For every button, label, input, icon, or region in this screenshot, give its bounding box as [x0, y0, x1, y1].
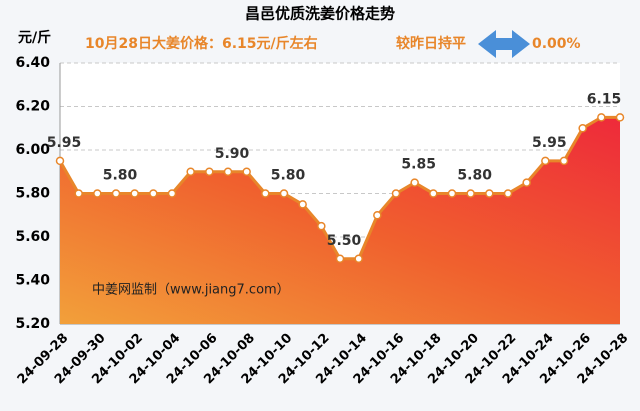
point	[242, 167, 251, 176]
point	[391, 189, 401, 198]
value-label: 5.80	[103, 168, 138, 184]
double-arrow	[478, 30, 530, 58]
point	[410, 178, 419, 187]
point	[559, 156, 569, 166]
point	[615, 113, 625, 122]
value-label: 5.80	[457, 168, 492, 184]
point	[167, 189, 177, 198]
y-tick-label: 6.00	[15, 142, 50, 158]
value-label: 5.50	[327, 233, 362, 249]
point	[186, 167, 195, 176]
point	[317, 221, 326, 231]
value-label: 6.15	[587, 91, 622, 107]
y-tick-label: 6.20	[15, 99, 50, 115]
point	[93, 189, 102, 198]
point	[261, 189, 270, 198]
point	[205, 167, 214, 176]
area	[60, 117, 620, 324]
value-label: 5.95	[532, 135, 567, 151]
value-label: 5.80	[271, 168, 306, 184]
value-label: 5.90	[215, 146, 250, 162]
point	[130, 189, 139, 198]
point	[522, 178, 531, 187]
point	[447, 189, 457, 198]
y-tick-label: 5.80	[15, 186, 50, 202]
point	[541, 156, 550, 166]
y-tick-label: 6.40	[15, 55, 50, 71]
point	[279, 189, 289, 198]
point	[485, 189, 494, 198]
point	[74, 189, 83, 198]
point	[503, 189, 513, 198]
point	[578, 124, 587, 133]
point	[373, 211, 382, 220]
y-tick-label: 5.40	[15, 273, 50, 289]
change-pct: 0.00%	[532, 36, 581, 52]
point	[466, 189, 475, 198]
point	[223, 167, 233, 176]
y-tick-label: 5.60	[15, 229, 50, 245]
point	[354, 254, 363, 263]
value-label: 5.85	[401, 157, 436, 173]
point	[298, 200, 307, 209]
point	[429, 189, 438, 198]
point	[111, 189, 121, 198]
price-note: 10月28日大姜价格：6.15元/斤左右	[85, 35, 318, 52]
point	[55, 156, 65, 166]
point	[335, 254, 345, 263]
y-tick-label: 5.20	[15, 316, 50, 332]
point	[597, 113, 606, 122]
value-label: 5.95	[47, 135, 82, 151]
point	[149, 189, 158, 198]
change-note: 较昨日持平	[396, 35, 466, 52]
chart-title: 昌邑优质洗姜价格走势	[245, 5, 395, 23]
watermark: 中姜网监制（www.jiang7.com）	[92, 283, 290, 298]
y-unit: 元/斤	[18, 29, 51, 46]
